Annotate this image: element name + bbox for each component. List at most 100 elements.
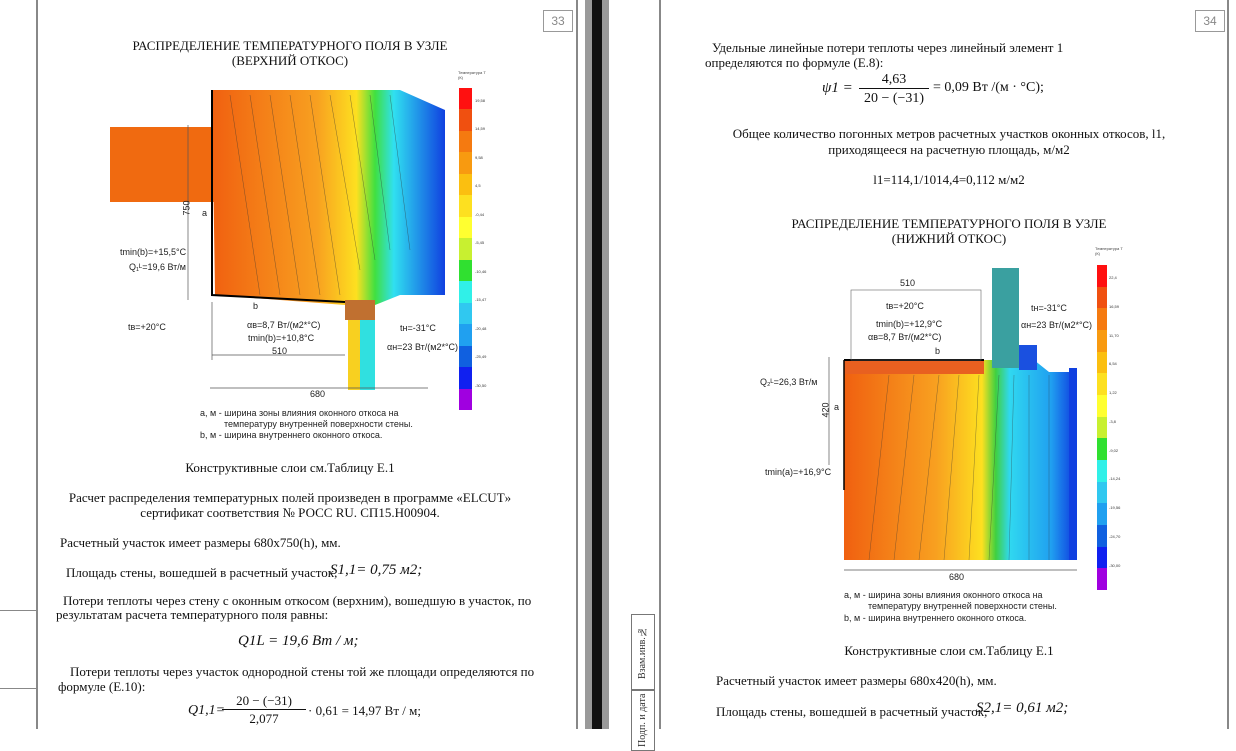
note-a-cont: температуру внутренней поверхности стены…: [224, 419, 413, 429]
dim-510: 510: [272, 346, 288, 356]
figure-subtitle: (ВЕРХНИЙ ОТКОС): [231, 53, 349, 68]
stamp-replaced-inv: Взам.инв.№: [631, 614, 655, 691]
outside-temp-label: tн=-31°C: [1031, 303, 1067, 313]
inside-temp-label: tв=+20°C: [128, 322, 166, 332]
legend-swatch: [459, 345, 472, 368]
legend-swatch: [459, 302, 472, 325]
tmin-b2-label: tmin(b)=+10,8°C: [248, 333, 315, 343]
paragraph: Общее количество погонных метров расчетн…: [732, 126, 1166, 141]
legend-swatch: [1097, 546, 1107, 569]
label-a: a: [202, 208, 208, 218]
legend-swatch: [1097, 395, 1107, 418]
legend-tick-label: -15,47: [475, 297, 487, 303]
formula-psi-rhs: = 0,09 Вт /(м · °C);: [933, 80, 1044, 95]
dim-680: 680: [310, 389, 326, 399]
legend-tick-label: 11,70: [1109, 332, 1119, 338]
inside-temp-label: tв=+20°C: [886, 301, 924, 311]
legend-tick-label: -30,00: [1109, 562, 1121, 568]
dim-510: 510: [900, 278, 916, 288]
legend-swatch: [459, 88, 472, 110]
legend-ticks: 22,4 16,59 11,70 6,54 1,22 -3,8 -9,02 -14,24 -19…: [1109, 265, 1129, 590]
layers-note: Конструктивные слои см.Таблицу Е.1: [185, 460, 395, 475]
page-separator: [592, 0, 602, 729]
paragraph: Потери теплоты через стену с оконным отк…: [63, 593, 532, 608]
paragraph: Расчет распределения температурных полей…: [68, 490, 512, 505]
paragraph: Удельные линейные потери теплоты через л…: [712, 40, 1064, 55]
legend-swatch: [459, 388, 472, 411]
formula-l1: l1=114,1/1014,4=0,112 м/м2: [873, 172, 1025, 187]
formula-q11-den: 2,077: [249, 711, 279, 726]
legend-swatch: [1097, 373, 1107, 396]
legend-swatch: [1097, 525, 1107, 548]
page-number: 34: [1195, 10, 1225, 32]
note-b: b, м - ширина внутреннего оконного откос…: [200, 430, 383, 440]
paragraph: Потери теплоты через участок однородной …: [70, 664, 535, 679]
legend-tick-label: 1,22: [1109, 390, 1117, 396]
tmin-b-label: tmin(b)=+12,9°C: [876, 319, 943, 329]
stamp-sign-date: Подп. и дата: [631, 689, 655, 751]
layers-note: Конструктивные слои см.Таблицу Е.1: [844, 643, 1054, 658]
legend-swatch: [1097, 308, 1107, 331]
legend-swatch: [1097, 438, 1107, 461]
formula-psi-num: 4,63: [859, 72, 929, 89]
legend-tick-label: -10,46: [475, 268, 487, 274]
legend-tick-label: -19,56: [1109, 505, 1121, 511]
label-b: b: [253, 301, 259, 311]
temperature-field-diagram-bottom: [828, 268, 1077, 571]
formula-s21: S2,1= 0,61 м2;: [976, 700, 1069, 716]
legend-swatch: [459, 195, 472, 218]
legend-tick-label: 16,59: [1109, 303, 1120, 309]
page-frame: [659, 0, 1229, 729]
formula-psi-lhs: ψ1 =: [822, 80, 853, 96]
label-b: b: [935, 346, 941, 356]
formula-q11-num: 20 − (−31): [222, 693, 306, 710]
alpha-in-label: αв=8,7 Вт/(м2*°C): [247, 320, 321, 330]
legend-tick-label: -9,02: [1109, 447, 1119, 453]
page-33: 33 РАСПРЕДЕЛЕНИЕ ТЕМПЕРАТУРНОГО ПОЛЯ В У…: [0, 0, 585, 729]
paragraph: Площадь стены, вошедшей в расчетный учас…: [716, 704, 988, 719]
legend-tick-label: 19,58: [475, 98, 486, 103]
legend-swatch: [1097, 330, 1107, 353]
legend-tick-label: -20,48: [475, 325, 487, 331]
figure-title: РАСПРЕДЕЛЕНИЕ ТЕМПЕРАТУРНОГО ПОЛЯ В УЗЛЕ: [132, 38, 448, 53]
formula-q11-rhs: · 0,61 = 14,97 Вт / м;: [308, 703, 421, 718]
page-34: Взам.инв.№ Подп. и дата 34 Удельные лине…: [609, 0, 1236, 751]
stamp-line: [0, 688, 36, 689]
page-number: 33: [543, 10, 573, 32]
legend-tick-label: -5,45: [475, 240, 485, 246]
legend-swatch: [1097, 286, 1107, 309]
page-frame: [36, 0, 578, 729]
dim-750: 750: [181, 200, 192, 216]
legend-title: Температура T (К): [458, 70, 486, 80]
legend-swatch: [459, 281, 472, 304]
legend-tick-label: 4,5: [475, 183, 481, 189]
legend-ticks: 19,58 14,59 9,58 4,5 -0,44 -5,45 -10,46 -15,47 -…: [475, 88, 495, 410]
formula-psi-den: 20 − (−31): [863, 91, 925, 106]
dim-420: 420: [820, 402, 831, 418]
alpha-in-label: αв=8,7 Вт/(м2*°C): [868, 332, 942, 342]
formula-q11-lhs: Q1,1=: [188, 703, 226, 718]
heat-loss-label: Q₁ᴸ=19,6 Вт/м: [129, 262, 186, 272]
legend-tick-label: -25,49: [475, 354, 487, 360]
legend-swatch: [459, 216, 472, 239]
formula-q1l: Q1L = 19,6 Вт / м;: [238, 633, 359, 649]
paragraph: формуле (Е.10):: [58, 679, 146, 694]
paragraph: Расчетный участок имеет размеры 680х750(…: [60, 535, 341, 550]
dim-680: 680: [949, 572, 965, 582]
paragraph: Расчетный участок имеет размеры 680х420(…: [716, 673, 997, 688]
temperature-legend: [1097, 265, 1107, 591]
tmin-b-label: tmin(b)=+15,5°C: [120, 247, 187, 257]
temperature-legend: [459, 88, 472, 411]
legend-swatch: [1097, 416, 1107, 439]
legend-swatch: [1097, 351, 1107, 374]
paragraph: результатам расчета температурного поля …: [56, 607, 329, 622]
legend-tick-label: 14,59: [475, 126, 486, 132]
note-a-cont: температуру внутренней поверхности стены…: [868, 601, 1057, 611]
legend-swatch: [1097, 503, 1107, 526]
paragraph: сертификат соответствия № РОСС RU. СП15.…: [140, 505, 440, 520]
outside-temp-label: tн=-31°C: [400, 323, 436, 333]
legend-swatch: [459, 259, 472, 282]
figure-subtitle: (НИЖНИЙ ОТКОС): [891, 231, 1007, 246]
wall-section: [844, 360, 1074, 560]
tmin-a-label: tmin(a)=+16,9°C: [765, 467, 832, 477]
